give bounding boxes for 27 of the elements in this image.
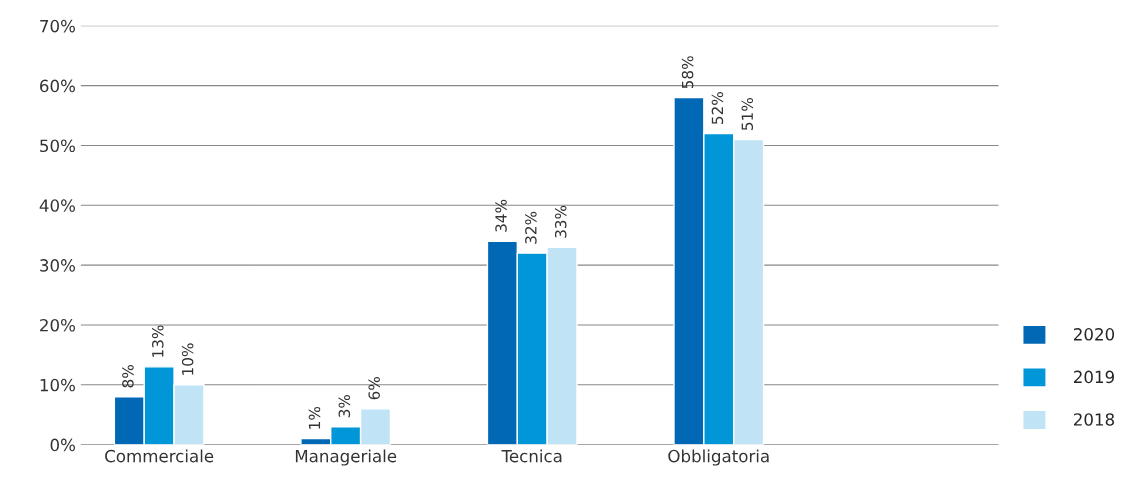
x-tick-label: Obbligatoria [668,449,769,466]
y-tick-label: 40% [39,199,75,212]
data-label: 33% [554,205,567,238]
data-label: 8% [122,365,134,388]
x-tick-label: Manageriale [295,449,397,466]
y-tick-label: 0% [50,438,75,452]
data-label: 13% [152,325,164,357]
y-tick-label: 30% [40,259,75,272]
x-tick-label: Commerciale [105,449,214,463]
data-label: 34% [495,199,507,232]
data-label: 10% [181,343,194,375]
data-label: 51% [741,98,754,130]
y-tick-label: 50% [40,139,75,153]
data-label: 52% [711,92,724,124]
legend-label: 2020 [1073,328,1115,341]
legend-label: 2018 [1073,413,1115,426]
y-tick-label: 60% [40,79,75,93]
x-tick-label: Tecnica [501,449,562,463]
y-tick-label: 70% [40,19,75,33]
y-tick-label: 10% [40,378,75,392]
data-label: 1% [308,406,321,429]
legend-label: 2019 [1073,370,1114,384]
data-label: 3% [338,394,351,418]
y-tick-label: 20% [40,318,75,332]
data-label: 6% [368,377,380,400]
data-label: 58% [681,56,694,89]
data-label: 32% [525,211,537,244]
